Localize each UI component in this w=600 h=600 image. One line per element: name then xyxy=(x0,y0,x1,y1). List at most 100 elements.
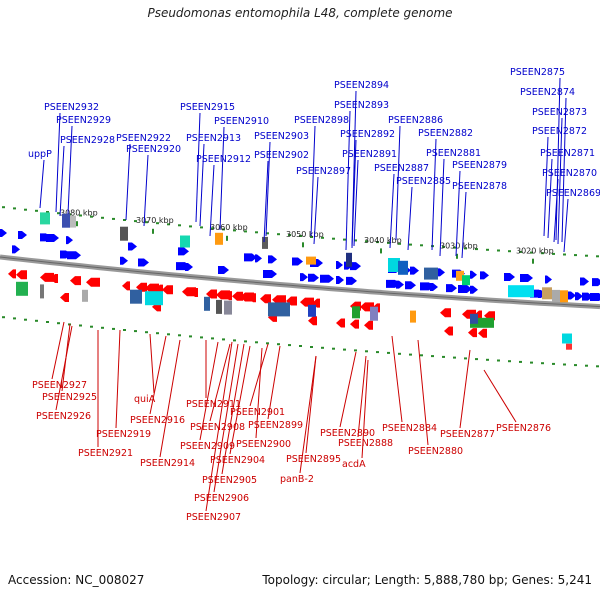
forward-gene-label: PSEEN2892 xyxy=(340,129,395,140)
forward-label-leader xyxy=(439,158,445,257)
forward-label-leader xyxy=(39,159,45,209)
guide-dot xyxy=(585,364,588,367)
reverse-label-leader xyxy=(249,343,269,407)
guide-dot xyxy=(497,249,500,252)
gene-feature-block xyxy=(424,267,438,280)
forward-gene-arrow xyxy=(480,271,489,280)
guide-dot xyxy=(453,356,456,359)
reverse-label-leader xyxy=(229,345,251,455)
guide-dot xyxy=(79,324,82,327)
forward-label-leader xyxy=(547,158,553,239)
forward-gene-label: PSEEN2881 xyxy=(426,148,481,159)
guide-dot xyxy=(519,360,522,363)
gene-feature-block xyxy=(70,215,76,228)
reverse-gene-label: PSEEN2919 xyxy=(96,429,151,440)
reverse-gene-arrow xyxy=(145,283,159,293)
reverse-gene-arrow xyxy=(308,316,317,326)
forward-gene-arrow xyxy=(580,277,589,286)
guide-dot xyxy=(156,332,159,335)
guide-dot xyxy=(563,253,566,256)
forward-gene-label: PSEEN2913 xyxy=(186,133,241,144)
reverse-gene-arrow xyxy=(190,287,198,297)
reverse-gene-label: PSEEN2909 xyxy=(180,441,235,452)
tick-mark xyxy=(380,248,382,254)
reverse-label-leader xyxy=(339,351,357,428)
reverse-gene-arrow xyxy=(86,277,100,287)
forward-gene-label: PSEEN2891 xyxy=(342,149,397,160)
gene-feature-block xyxy=(388,258,400,272)
reverse-label-leader xyxy=(267,345,281,420)
gene-feature-block xyxy=(456,270,464,281)
reverse-gene-arrow xyxy=(136,282,147,292)
reverse-gene-arrow xyxy=(70,276,81,286)
reverse-label-leader xyxy=(391,335,403,423)
guide-dot xyxy=(442,355,445,358)
guide-dot xyxy=(552,252,555,255)
gene-feature-block xyxy=(508,285,534,298)
forward-gene-label: PSEEN2875 xyxy=(510,67,565,78)
forward-gene-arrow xyxy=(410,266,419,275)
forward-gene-arrow xyxy=(263,270,277,279)
forward-gene-arrow xyxy=(592,278,600,287)
reverse-gene-arrow xyxy=(232,291,243,301)
forward-gene-label: PSEEN2932 xyxy=(44,102,99,113)
forward-label-leader xyxy=(389,173,395,249)
guide-dot xyxy=(101,326,104,329)
reverse-gene-label: panB-2 xyxy=(280,474,314,485)
forward-gene-label: PSEEN2915 xyxy=(180,102,235,113)
reverse-gene-arrow xyxy=(364,320,373,330)
guide-dot xyxy=(156,222,159,225)
reverse-label-leader xyxy=(255,347,263,439)
forward-gene-arrow xyxy=(268,255,277,264)
forward-gene-label: PSEEN2885 xyxy=(396,176,451,187)
guide-dot xyxy=(376,351,379,354)
guide-dot xyxy=(57,322,60,325)
guide-dot xyxy=(178,334,181,337)
guide-dot xyxy=(552,362,555,365)
guide-dot xyxy=(145,221,148,224)
forward-gene-arrow xyxy=(120,256,128,265)
guide-dot xyxy=(541,252,544,255)
guide-dot xyxy=(563,363,566,366)
guide-dot xyxy=(189,335,192,338)
guide-dot xyxy=(321,346,324,349)
guide-dot xyxy=(112,217,115,220)
reverse-gene-arrow xyxy=(276,295,284,305)
forward-label-leader xyxy=(263,160,269,243)
forward-gene-arrow xyxy=(520,273,533,282)
guide-dot xyxy=(365,240,368,243)
forward-label-leader xyxy=(219,126,225,231)
forward-label-leader xyxy=(209,164,215,237)
chromosome-backbone-line xyxy=(0,256,600,308)
forward-label-leader xyxy=(407,186,413,251)
reverse-label-leader xyxy=(199,341,219,441)
reverse-gene-label: PSEEN2900 xyxy=(236,439,291,450)
guide-dot xyxy=(376,241,379,244)
guide-dot xyxy=(420,244,423,247)
reverse-gene-arrow xyxy=(444,326,453,336)
forward-gene-label: PSEEN2878 xyxy=(452,181,507,192)
guide-dot xyxy=(420,354,423,357)
guide-dot xyxy=(409,243,412,246)
guide-dot xyxy=(167,223,170,226)
forward-label-leader xyxy=(353,159,359,247)
tick-label: 3030 kbp xyxy=(440,242,478,251)
reverse-gene-arrow xyxy=(468,328,477,338)
reverse-label-leader xyxy=(305,355,317,454)
forward-gene-arrow xyxy=(218,266,229,275)
gene-feature-block xyxy=(566,343,572,350)
guide-dot xyxy=(475,358,478,361)
guide-dot xyxy=(497,359,500,362)
reverse-gene-label: PSEEN2926 xyxy=(36,411,91,422)
forward-label-leader xyxy=(395,125,401,241)
guide-dot xyxy=(211,337,214,340)
reverse-gene-arrow xyxy=(206,289,217,299)
reverse-label-leader xyxy=(361,359,369,459)
forward-gene-label: PSEEN2910 xyxy=(214,116,269,127)
reverse-gene-label: PSEEN2877 xyxy=(440,429,495,440)
gene-feature-block xyxy=(40,212,50,225)
guide-dot xyxy=(288,234,291,237)
guide-dot xyxy=(299,345,302,347)
forward-label-leader xyxy=(455,170,461,257)
guide-dot xyxy=(585,254,588,257)
